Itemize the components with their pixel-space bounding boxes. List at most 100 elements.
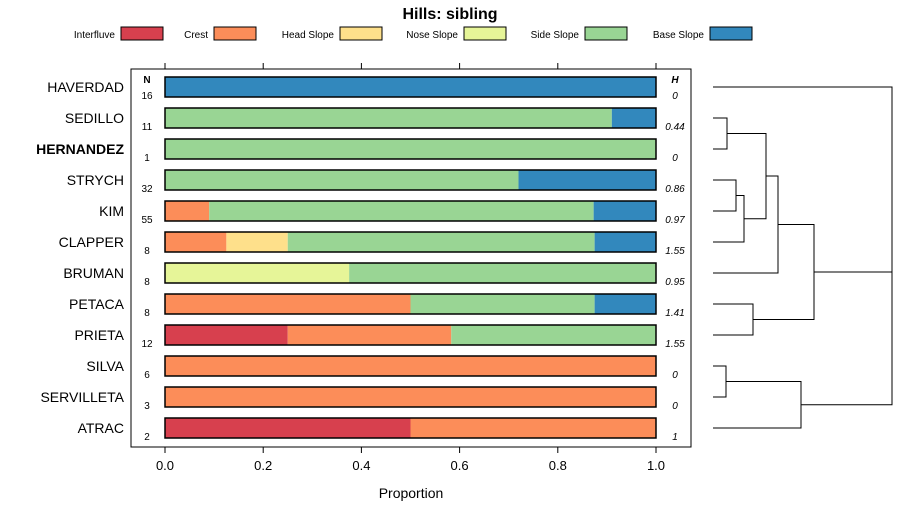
legend-swatch xyxy=(339,26,383,41)
dendrogram-branch xyxy=(713,303,754,336)
h-value: 0 xyxy=(672,401,678,412)
dendrogram-branch xyxy=(727,133,767,220)
bar-segment xyxy=(287,232,595,252)
x-axis: 0.0 0.2 0.4 0.6 0.8 1.0 xyxy=(156,63,665,473)
bar-segment xyxy=(165,77,656,97)
h-value: 1.55 xyxy=(665,246,685,257)
bar-segment xyxy=(226,232,288,252)
legend-swatch xyxy=(213,26,257,41)
n-header: N xyxy=(143,75,150,86)
dendrogram-branch xyxy=(713,179,737,212)
n-value: 12 xyxy=(141,339,153,350)
category-label: HAVERDAD xyxy=(47,79,124,95)
x-tick-label: 0.4 xyxy=(352,458,370,473)
bar-outline xyxy=(164,324,657,346)
dendrogram-branch xyxy=(713,117,728,150)
bar-segment xyxy=(165,232,227,252)
n-value: 8 xyxy=(144,277,150,288)
bar-outline xyxy=(164,169,657,191)
bar-segment xyxy=(594,232,656,252)
h-header: H xyxy=(671,75,679,86)
category-label: PRIETA xyxy=(74,327,124,343)
bar-segment xyxy=(349,263,656,283)
bar-segment xyxy=(165,201,210,221)
category-label: HERNANDEZ xyxy=(36,141,124,157)
category-label: STRYCH xyxy=(67,172,124,188)
dendrogram-branch xyxy=(713,86,893,272)
bar-segment xyxy=(518,170,656,190)
n-value: 11 xyxy=(142,122,153,133)
legend-label: Interfluve xyxy=(74,30,116,41)
n-value: 1 xyxy=(144,153,150,164)
n-value: 16 xyxy=(141,91,153,102)
category-label: CLAPPER xyxy=(59,234,124,250)
dendrogram-branch xyxy=(713,195,745,243)
h-value: 1.41 xyxy=(665,308,684,319)
n-value: 6 xyxy=(144,370,150,381)
h-value: 0 xyxy=(672,91,678,102)
bar-segment xyxy=(165,108,612,128)
h-value: 0.97 xyxy=(665,215,685,226)
legend-swatch xyxy=(584,26,628,41)
n-value: 8 xyxy=(144,308,150,319)
bar-outline xyxy=(164,231,657,253)
bar-outline xyxy=(164,293,657,315)
bar-outline xyxy=(164,138,657,160)
category-label: SEDILLO xyxy=(65,110,124,126)
bar-segment xyxy=(165,170,519,190)
legend-swatch xyxy=(463,26,507,41)
bar-segment xyxy=(451,325,656,345)
legend-swatch xyxy=(709,26,753,41)
n-value: 55 xyxy=(141,215,153,226)
category-label: PETACA xyxy=(69,296,125,312)
legend-label: Head Slope xyxy=(282,30,335,41)
bar-segment xyxy=(165,418,411,438)
category-label: SERVILLETA xyxy=(40,389,124,405)
x-tick-label: 0.8 xyxy=(549,458,567,473)
dendrogram-branch xyxy=(753,224,815,320)
plot-frame xyxy=(130,68,692,448)
n-value: 3 xyxy=(144,401,150,412)
x-tick-label: 0.0 xyxy=(156,458,174,473)
x-tick-label: 1.0 xyxy=(647,458,665,473)
legend-swatch xyxy=(120,26,164,41)
h-value: 1.55 xyxy=(665,339,685,350)
bar-segment xyxy=(594,294,656,314)
bar-outline xyxy=(164,386,657,408)
h-value: 0.44 xyxy=(665,122,685,133)
legend-label: Crest xyxy=(184,30,208,41)
legend-label: Base Slope xyxy=(653,30,705,41)
bar-segment xyxy=(593,201,656,221)
category-label: KIM xyxy=(99,203,124,219)
bar-segment xyxy=(410,418,656,438)
h-value: 0.95 xyxy=(665,277,685,288)
n-value: 2 xyxy=(144,432,150,443)
n-value: 32 xyxy=(141,184,153,195)
legend-label: Nose Slope xyxy=(406,30,458,41)
dendrogram-branch xyxy=(713,175,779,274)
h-value: 0.86 xyxy=(665,184,685,195)
x-axis-label: Proportion xyxy=(379,485,444,501)
x-tick-label: 0.2 xyxy=(254,458,272,473)
bar-segment xyxy=(165,356,656,376)
legend-label: Side Slope xyxy=(531,30,580,41)
bar-outline xyxy=(164,76,657,98)
bar-segment xyxy=(611,108,656,128)
bar-outline xyxy=(164,200,657,222)
bar-outline xyxy=(164,262,657,284)
bar-segment xyxy=(287,325,452,345)
bar-segment xyxy=(410,294,595,314)
h-value: 1 xyxy=(672,432,678,443)
n-value: 8 xyxy=(144,246,150,257)
category-label: ATRAC xyxy=(78,420,124,436)
h-value: 0 xyxy=(672,153,678,164)
bar-segment xyxy=(165,263,350,283)
x-tick-label: 0.6 xyxy=(451,458,469,473)
dendrogram-branch xyxy=(801,271,893,406)
h-value: 0 xyxy=(672,370,678,381)
dendrogram-branch xyxy=(713,365,727,398)
category-label: BRUMAN xyxy=(63,265,124,281)
chart-title: Hills: sibling xyxy=(402,6,497,23)
